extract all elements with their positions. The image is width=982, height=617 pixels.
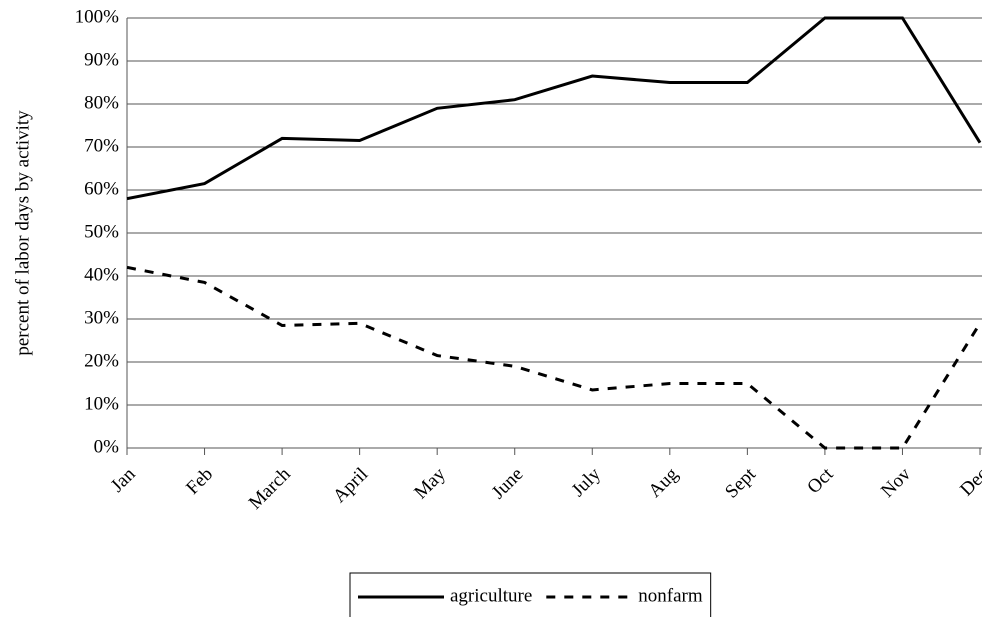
x-tick-label: Feb	[182, 464, 217, 499]
x-tick-label: Jan	[107, 463, 140, 496]
y-tick-label: 90%	[84, 49, 119, 70]
x-tick-label: Oct	[803, 463, 838, 498]
y-tick-label: 80%	[84, 92, 119, 113]
legend: agriculture nonfarm	[349, 572, 712, 617]
legend-label: nonfarm	[638, 585, 703, 606]
legend-box	[349, 572, 712, 617]
x-tick-label: July	[568, 463, 606, 501]
x-tick-label: Sept	[721, 463, 760, 502]
y-tick-label: 10%	[84, 393, 119, 414]
y-tick-label: 40%	[84, 264, 119, 285]
y-tick-label: 20%	[84, 350, 119, 371]
x-tick-label: April	[329, 464, 372, 507]
y-tick-label: 100%	[75, 6, 120, 27]
x-tick-label: June	[488, 464, 527, 503]
series-line	[126, 16, 982, 201]
legend-label: agriculture	[450, 585, 532, 606]
y-tick-label: 30%	[84, 307, 119, 328]
x-tick-label: May	[410, 463, 450, 503]
x-tick-label: Aug	[644, 463, 682, 501]
x-tick-label: March	[245, 463, 295, 513]
y-tick-label: 50%	[84, 221, 119, 242]
series-line	[126, 265, 982, 450]
x-tick-label: Nov	[877, 463, 915, 501]
y-axis-label: percent of labor days by activity	[12, 110, 33, 356]
x-tick-label: Dec	[956, 464, 982, 500]
y-tick-label: 0%	[94, 436, 120, 457]
y-tick-label: 60%	[84, 178, 119, 199]
y-tick-label: 70%	[84, 135, 119, 156]
